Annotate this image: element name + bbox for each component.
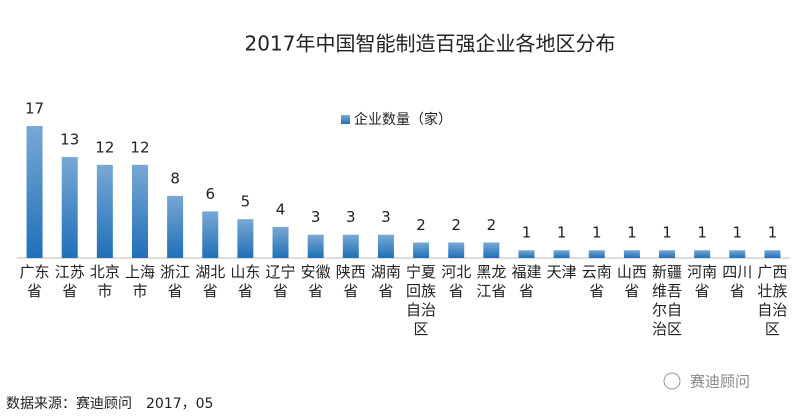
- value-label: 1: [592, 224, 602, 242]
- x-tick-label: 安徽省: [300, 263, 331, 300]
- value-label: 1: [662, 224, 672, 242]
- x-tick-label: 北京市: [89, 263, 120, 300]
- value-label: 12: [95, 138, 114, 156]
- watermark: 赛迪顾问: [690, 373, 750, 391]
- bar: [694, 250, 711, 258]
- x-tick-label: 浙江省: [160, 263, 191, 300]
- bar: [96, 164, 113, 258]
- bar: [61, 157, 78, 258]
- value-label: 1: [557, 224, 567, 242]
- bar: [342, 234, 359, 258]
- value-label: 1: [522, 224, 532, 242]
- x-tick-label: 辽宁省: [265, 263, 296, 300]
- x-tick-label: 宁夏回族自治区: [406, 263, 437, 338]
- value-label: 4: [276, 200, 286, 218]
- bar: [377, 234, 394, 258]
- bar: [202, 211, 219, 258]
- bar: [413, 242, 430, 258]
- bar: [659, 250, 676, 258]
- value-label: 1: [768, 224, 778, 242]
- watermark-icon: [663, 372, 681, 390]
- chart-title: 2017年中国智能制造百强企业各地区分布: [245, 32, 616, 56]
- x-tick-label: 四川省: [722, 263, 753, 300]
- value-label: 8: [170, 169, 180, 187]
- x-tick-label: 湖南省: [370, 263, 401, 300]
- x-tick-label: 河南省: [687, 263, 718, 300]
- bar: [483, 242, 500, 258]
- bar: [588, 250, 605, 258]
- value-label: 1: [733, 224, 743, 242]
- value-label: 3: [346, 208, 356, 226]
- source: 数据来源：赛迪顾问 2017，05: [6, 396, 213, 412]
- x-tick-label: 福建省: [511, 263, 542, 300]
- bar: [26, 126, 43, 258]
- x-tick-label: 广西壮族自治区: [757, 263, 788, 338]
- bar: [307, 234, 324, 258]
- value-label: 2: [451, 216, 461, 234]
- bar: [237, 219, 254, 258]
- x-tick-label: 广东省: [19, 263, 50, 300]
- x-tick-label: 新疆维吾尔自治区: [652, 263, 683, 338]
- bar: [131, 164, 148, 258]
- legend-label: 企业数量（家）: [354, 111, 452, 128]
- x-tick-label: 山西省: [616, 263, 647, 300]
- value-label: 3: [381, 208, 391, 226]
- value-label: 12: [130, 138, 149, 156]
- x-tick-label: 河北省: [441, 263, 472, 300]
- value-label: 17: [25, 100, 44, 118]
- bar: [272, 226, 289, 258]
- x-tick-label: 陕西省: [335, 263, 366, 300]
- bar: [167, 195, 184, 258]
- x-tick-label: 黑龙江省: [476, 263, 507, 300]
- value-label: 5: [241, 193, 251, 211]
- legend-swatch: [341, 115, 350, 124]
- value-label: 1: [697, 224, 707, 242]
- x-tick-label: 上海市: [124, 263, 155, 300]
- bar: [448, 242, 465, 258]
- value-label: 2: [487, 216, 497, 234]
- value-label: 2: [416, 216, 426, 234]
- bar: [553, 250, 570, 258]
- bar: [623, 250, 640, 258]
- value-label: 13: [60, 131, 79, 149]
- x-tick-label: 山东省: [230, 263, 261, 300]
- x-tick-label: 江苏省: [54, 263, 85, 300]
- x-tick-label: 天津: [546, 263, 577, 281]
- bar: [518, 250, 535, 258]
- bar: [729, 250, 746, 258]
- x-tick-label: 云南省: [581, 263, 612, 300]
- value-label: 1: [627, 224, 637, 242]
- bar: [764, 250, 781, 258]
- x-tick-label: 湖北省: [195, 263, 226, 300]
- value-label: 3: [311, 208, 321, 226]
- value-label: 6: [205, 185, 215, 203]
